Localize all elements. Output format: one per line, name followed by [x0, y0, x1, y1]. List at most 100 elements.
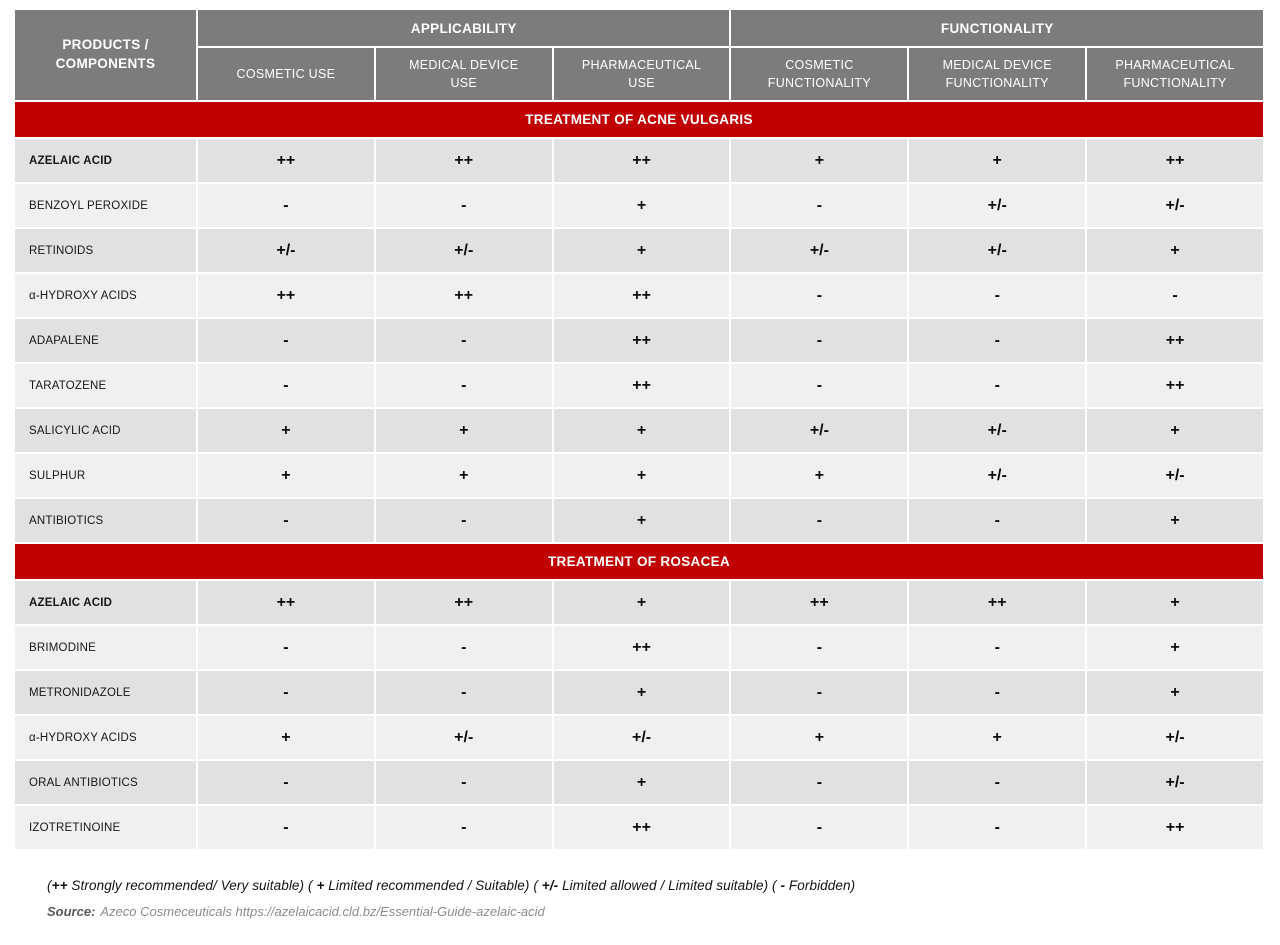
cell-value: - [375, 761, 552, 804]
cell-value: ++ [553, 139, 730, 182]
column-header-cosmetic-functionality: COSMETIC FUNCTIONALITY [731, 48, 908, 100]
cell-value: + [731, 716, 908, 759]
cell-value: + [198, 409, 374, 452]
table-row: α-HYDROXY ACIDS ++ ++ ++ - - - [15, 274, 1263, 317]
section-header: TREATMENT OF ROSACEA [15, 544, 1263, 579]
column-header-medical-device-functionality: MEDICAL DEVICE FUNCTIONALITY [909, 48, 1086, 100]
row-label: SALICYLIC ACID [15, 409, 196, 452]
cell-value: + [553, 761, 730, 804]
group-header-applicability: APPLICABILITY [198, 10, 730, 46]
cell-value: ++ [375, 581, 552, 624]
table-row: IZOTRETINOINE - - ++ - - ++ [15, 806, 1263, 849]
cell-value: ++ [553, 274, 730, 317]
legend-part: Limited allowed / Limited suitable) ( [558, 878, 781, 893]
legend-note: (++ Strongly recommended/ Very suitable)… [47, 878, 1267, 893]
cell-value: - [909, 499, 1086, 542]
cell-value: + [1087, 499, 1263, 542]
cell-value: +/- [731, 409, 908, 452]
cell-value: +/- [1087, 716, 1263, 759]
cell-value: +/- [909, 229, 1086, 272]
cell-value: - [198, 671, 374, 714]
row-label: α-HYDROXY ACIDS [15, 716, 196, 759]
cell-value: + [553, 229, 730, 272]
cell-value: ++ [1087, 319, 1263, 362]
cell-value: - [198, 319, 374, 362]
table-row: SULPHUR + + + + +/- +/- [15, 454, 1263, 497]
cell-value: - [731, 671, 908, 714]
cell-value: + [909, 139, 1086, 182]
row-label: METRONIDAZOLE [15, 671, 196, 714]
cell-value: +/- [198, 229, 374, 272]
cell-value: +/- [731, 229, 908, 272]
cell-value: - [731, 274, 908, 317]
cell-value: ++ [375, 139, 552, 182]
cell-value: +/- [1087, 184, 1263, 227]
cell-value: ++ [1087, 806, 1263, 849]
cell-value: - [375, 626, 552, 669]
cell-value: + [553, 184, 730, 227]
cell-value: - [731, 806, 908, 849]
table-row: ANTIBIOTICS - - + - - + [15, 499, 1263, 542]
cell-value: ++ [909, 581, 1086, 624]
comparison-table: PRODUCTS / COMPONENTS APPLICABILITY FUNC… [13, 8, 1265, 851]
cell-value: +/- [909, 409, 1086, 452]
column-header-pharmaceutical-use: PHARMACEUTICAL USE [553, 48, 730, 100]
cell-value: - [198, 364, 374, 407]
table-row: ADAPALENE - - ++ - - ++ [15, 319, 1263, 362]
cell-value: - [731, 184, 908, 227]
cell-value: +/- [909, 184, 1086, 227]
cell-value: ++ [198, 581, 374, 624]
legend-part: Limited recommended / Suitable) ( [324, 878, 542, 893]
table-row: ORAL ANTIBIOTICS - - + - - +/- [15, 761, 1263, 804]
column-header-pharmaceutical-functionality: PHARMACEUTICAL FUNCTIONALITY [1087, 48, 1263, 100]
cell-value: +/- [909, 454, 1086, 497]
cell-value: + [1087, 626, 1263, 669]
row-label: α-HYDROXY ACIDS [15, 274, 196, 317]
cell-value: - [731, 499, 908, 542]
cell-value: + [553, 581, 730, 624]
cell-value: - [909, 761, 1086, 804]
cell-value: + [731, 454, 908, 497]
cell-value: + [375, 409, 552, 452]
table-row: α-HYDROXY ACIDS + +/- +/- + + +/- [15, 716, 1263, 759]
row-label: ANTIBIOTICS [15, 499, 196, 542]
cell-value: + [1087, 409, 1263, 452]
legend-part: +/- [541, 878, 559, 893]
table-row: AZELAIC ACID++++++++++ [15, 139, 1263, 182]
table-row: RETINOIDS +/- +/- + +/- +/- + [15, 229, 1263, 272]
table-row: BRIMODINE - - ++ - - + [15, 626, 1263, 669]
cell-value: + [1087, 229, 1263, 272]
cell-value: + [553, 671, 730, 714]
cell-value: ++ [553, 626, 730, 669]
group-header-functionality: FUNCTIONALITY [731, 10, 1263, 46]
row-label: ORAL ANTIBIOTICS [15, 761, 196, 804]
corner-header: PRODUCTS / COMPONENTS [15, 10, 196, 100]
cell-value: ++ [553, 319, 730, 362]
cell-value: - [909, 806, 1086, 849]
cell-value: ++ [198, 274, 374, 317]
source-line: Source: Azeco Cosmeceuticals https://azel… [47, 904, 1267, 919]
cell-value: ++ [553, 364, 730, 407]
cell-value: ++ [1087, 139, 1263, 182]
table-row: TARATOZENE - - ++ - - ++ [15, 364, 1263, 407]
cell-value: - [909, 274, 1086, 317]
cell-value: ++ [731, 581, 908, 624]
cell-value: + [553, 499, 730, 542]
cell-value: +/- [553, 716, 730, 759]
row-label: BENZOYL PEROXIDE [15, 184, 196, 227]
cell-value: +/- [1087, 761, 1263, 804]
cell-value: - [1087, 274, 1263, 317]
cell-value: - [909, 626, 1086, 669]
cell-value: - [375, 499, 552, 542]
cell-value: - [909, 319, 1086, 362]
cell-value: + [198, 454, 374, 497]
cell-value: - [375, 806, 552, 849]
cell-value: + [909, 716, 1086, 759]
cell-value: - [375, 671, 552, 714]
legend-part: Strongly recommended/ Very suitable) ( [67, 878, 317, 893]
legend-part: ++ [51, 878, 68, 893]
cell-value: + [731, 139, 908, 182]
table-row: METRONIDAZOLE - - + - - + [15, 671, 1263, 714]
cell-value: - [198, 761, 374, 804]
row-label: ADAPALENE [15, 319, 196, 362]
